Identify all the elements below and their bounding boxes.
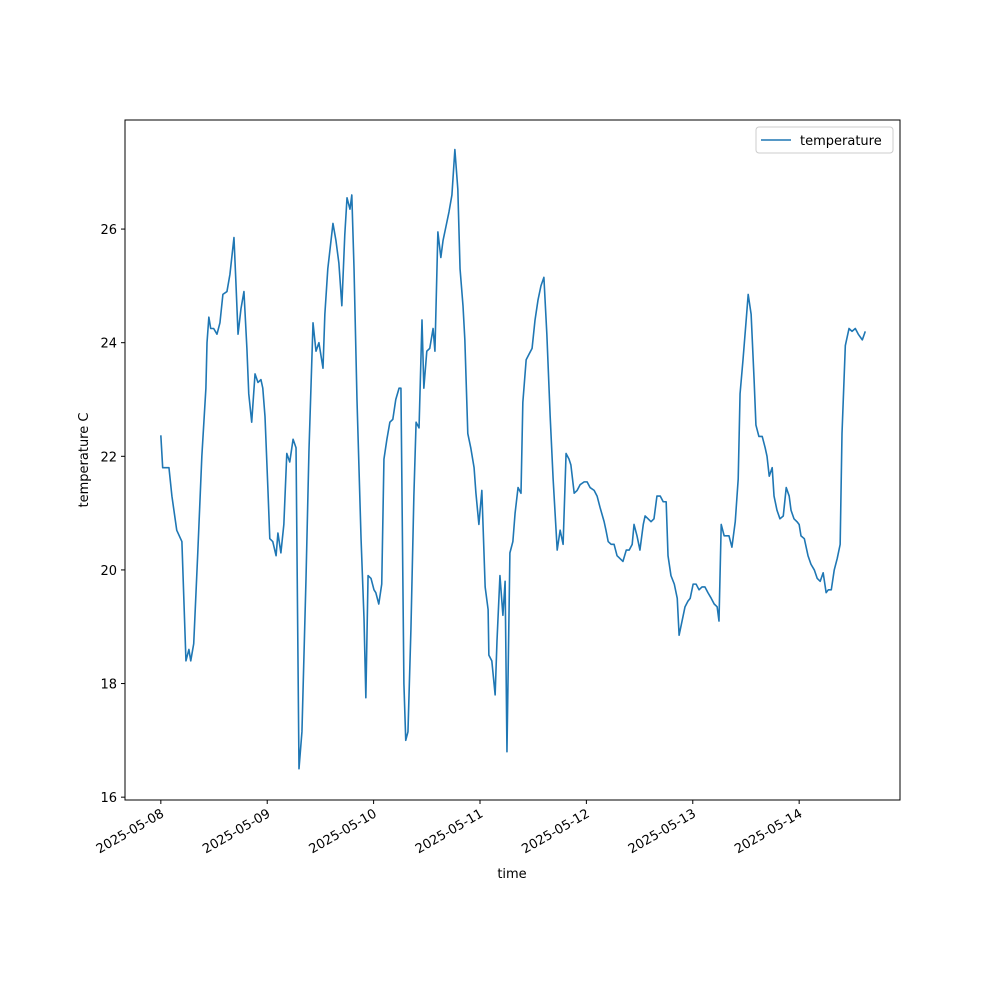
- y-axis-label: temperature C: [77, 413, 92, 508]
- legend-box: [755, 126, 894, 154]
- y-tick-label: 16: [100, 791, 117, 806]
- y-tick-label: 22: [100, 450, 117, 465]
- y-tick-label: 20: [100, 564, 117, 579]
- x-tick-label: 2025-05-08: [94, 806, 167, 857]
- x-tick-label: 2025-05-11: [413, 806, 486, 857]
- x-tick-label: 2025-05-10: [307, 806, 380, 857]
- x-axis-label: time: [497, 867, 526, 882]
- y-tick-label: 24: [100, 337, 117, 352]
- y-tick-label: 26: [100, 223, 117, 238]
- x-tick-label: 2025-05-13: [626, 806, 699, 857]
- y-tick-label: 18: [100, 678, 117, 693]
- line-series: [160, 148, 867, 770]
- legend-label: temperature: [800, 134, 882, 149]
- plot-frame: [124, 119, 901, 801]
- x-tick-label: 2025-05-09: [200, 806, 273, 857]
- x-tick-label: 2025-05-12: [519, 806, 592, 857]
- x-tick-label: 2025-05-14: [732, 806, 805, 857]
